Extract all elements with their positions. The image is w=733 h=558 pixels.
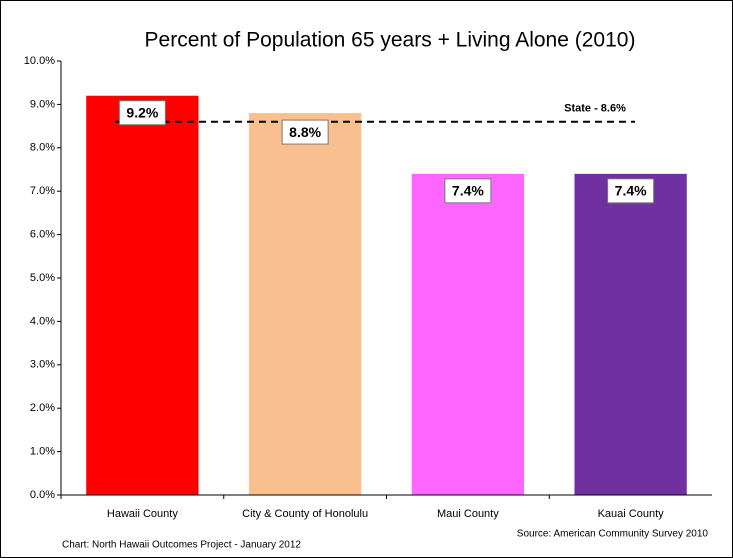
- bar: [86, 95, 199, 495]
- credit-note: Chart: North Hawaii Outcomes Project - J…: [62, 540, 301, 551]
- x-tick-label: Maui County: [437, 508, 499, 520]
- y-tick-label: 9.0%: [30, 98, 55, 110]
- source-note: Source: American Community Survey 2010: [517, 529, 709, 540]
- bar: [411, 173, 525, 495]
- y-tick-label: 10.0%: [24, 55, 55, 67]
- chart-title: Percent of Population 65 years + Living …: [145, 29, 636, 52]
- bar: [248, 113, 362, 495]
- y-tick-label: 3.0%: [30, 359, 55, 371]
- value-label: 8.8%: [289, 124, 321, 140]
- y-tick-label: 5.0%: [30, 272, 55, 284]
- y-tick-label: 6.0%: [30, 229, 55, 241]
- y-tick-label: 0.0%: [30, 489, 55, 501]
- value-label: 7.4%: [452, 183, 484, 199]
- x-tick-label: Hawaii County: [107, 508, 178, 520]
- y-tick-label: 1.0%: [30, 446, 55, 458]
- value-label-box: [607, 178, 655, 204]
- reference-label: State - 8.6%: [564, 103, 626, 115]
- bar: [574, 173, 687, 495]
- value-label: 9.2%: [126, 104, 158, 120]
- x-tick-label: Kauai County: [598, 508, 665, 520]
- value-label-box: [118, 100, 166, 126]
- value-label-box: [444, 178, 492, 204]
- value-label: 7.4%: [615, 183, 647, 199]
- value-label-box: [281, 119, 329, 145]
- y-tick-label: 7.0%: [30, 185, 55, 197]
- y-tick-label: 2.0%: [30, 402, 55, 414]
- x-tick-label: City & County of Honolulu: [242, 508, 368, 520]
- y-tick-label: 4.0%: [30, 315, 55, 327]
- y-tick-label: 8.0%: [30, 142, 55, 154]
